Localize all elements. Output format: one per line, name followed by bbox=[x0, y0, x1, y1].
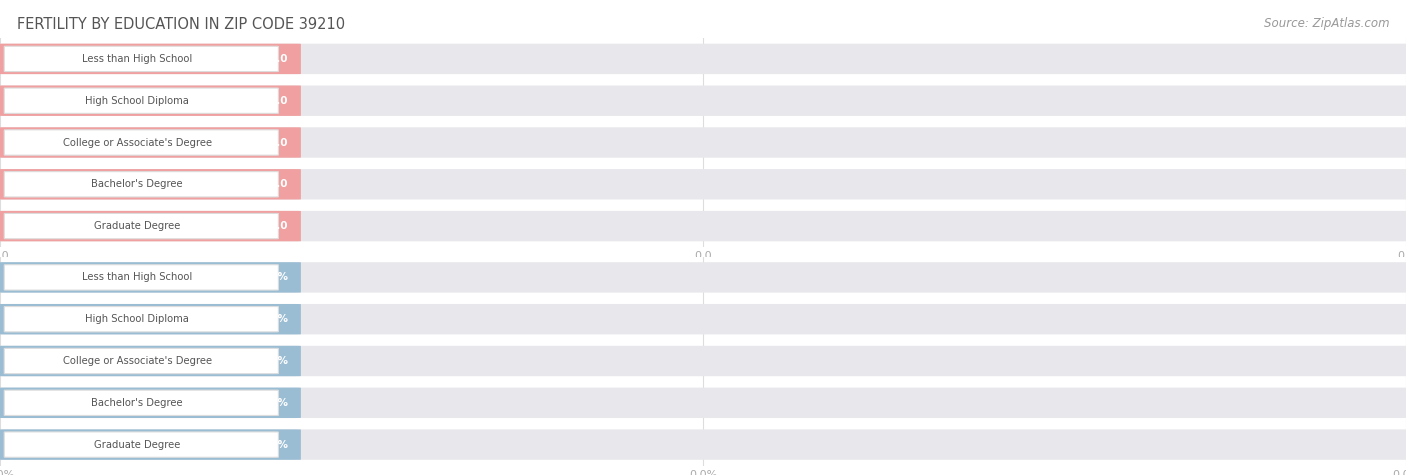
Text: 0.0%: 0.0% bbox=[259, 439, 288, 450]
Text: Less than High School: Less than High School bbox=[82, 272, 193, 283]
FancyBboxPatch shape bbox=[4, 348, 278, 374]
Text: 0.0%: 0.0% bbox=[259, 356, 288, 366]
FancyBboxPatch shape bbox=[0, 388, 301, 418]
Text: 0.0: 0.0 bbox=[270, 54, 288, 64]
Text: Graduate Degree: Graduate Degree bbox=[94, 221, 180, 231]
Text: 0.0: 0.0 bbox=[270, 137, 288, 148]
Text: 0.0: 0.0 bbox=[270, 179, 288, 190]
FancyBboxPatch shape bbox=[4, 171, 278, 197]
Text: 0.0: 0.0 bbox=[270, 221, 288, 231]
FancyBboxPatch shape bbox=[0, 127, 1406, 158]
Text: College or Associate's Degree: College or Associate's Degree bbox=[62, 356, 212, 366]
FancyBboxPatch shape bbox=[0, 169, 1406, 200]
FancyBboxPatch shape bbox=[4, 88, 278, 114]
FancyBboxPatch shape bbox=[4, 432, 278, 457]
FancyBboxPatch shape bbox=[0, 304, 1406, 334]
FancyBboxPatch shape bbox=[0, 304, 301, 334]
Text: Bachelor's Degree: Bachelor's Degree bbox=[91, 179, 183, 190]
Text: Less than High School: Less than High School bbox=[82, 54, 193, 64]
FancyBboxPatch shape bbox=[0, 262, 301, 293]
FancyBboxPatch shape bbox=[4, 390, 278, 416]
Text: 0.0: 0.0 bbox=[270, 95, 288, 106]
FancyBboxPatch shape bbox=[4, 306, 278, 332]
FancyBboxPatch shape bbox=[0, 388, 1406, 418]
Text: 0.0%: 0.0% bbox=[259, 272, 288, 283]
FancyBboxPatch shape bbox=[0, 86, 301, 116]
Text: FERTILITY BY EDUCATION IN ZIP CODE 39210: FERTILITY BY EDUCATION IN ZIP CODE 39210 bbox=[17, 17, 344, 32]
Text: Graduate Degree: Graduate Degree bbox=[94, 439, 180, 450]
FancyBboxPatch shape bbox=[0, 429, 1406, 460]
FancyBboxPatch shape bbox=[0, 86, 1406, 116]
FancyBboxPatch shape bbox=[0, 262, 1406, 293]
FancyBboxPatch shape bbox=[0, 44, 1406, 74]
Text: 0.0%: 0.0% bbox=[259, 398, 288, 408]
FancyBboxPatch shape bbox=[0, 127, 301, 158]
FancyBboxPatch shape bbox=[0, 211, 1406, 241]
Text: Bachelor's Degree: Bachelor's Degree bbox=[91, 398, 183, 408]
FancyBboxPatch shape bbox=[0, 346, 301, 376]
Text: College or Associate's Degree: College or Associate's Degree bbox=[62, 137, 212, 148]
FancyBboxPatch shape bbox=[0, 211, 301, 241]
Text: High School Diploma: High School Diploma bbox=[86, 314, 188, 324]
FancyBboxPatch shape bbox=[0, 169, 301, 200]
Text: High School Diploma: High School Diploma bbox=[86, 95, 188, 106]
FancyBboxPatch shape bbox=[4, 213, 278, 239]
Text: 0.0%: 0.0% bbox=[259, 314, 288, 324]
FancyBboxPatch shape bbox=[0, 429, 301, 460]
FancyBboxPatch shape bbox=[0, 44, 301, 74]
FancyBboxPatch shape bbox=[4, 265, 278, 290]
FancyBboxPatch shape bbox=[0, 346, 1406, 376]
Text: Source: ZipAtlas.com: Source: ZipAtlas.com bbox=[1264, 17, 1389, 29]
FancyBboxPatch shape bbox=[4, 46, 278, 72]
FancyBboxPatch shape bbox=[4, 130, 278, 155]
